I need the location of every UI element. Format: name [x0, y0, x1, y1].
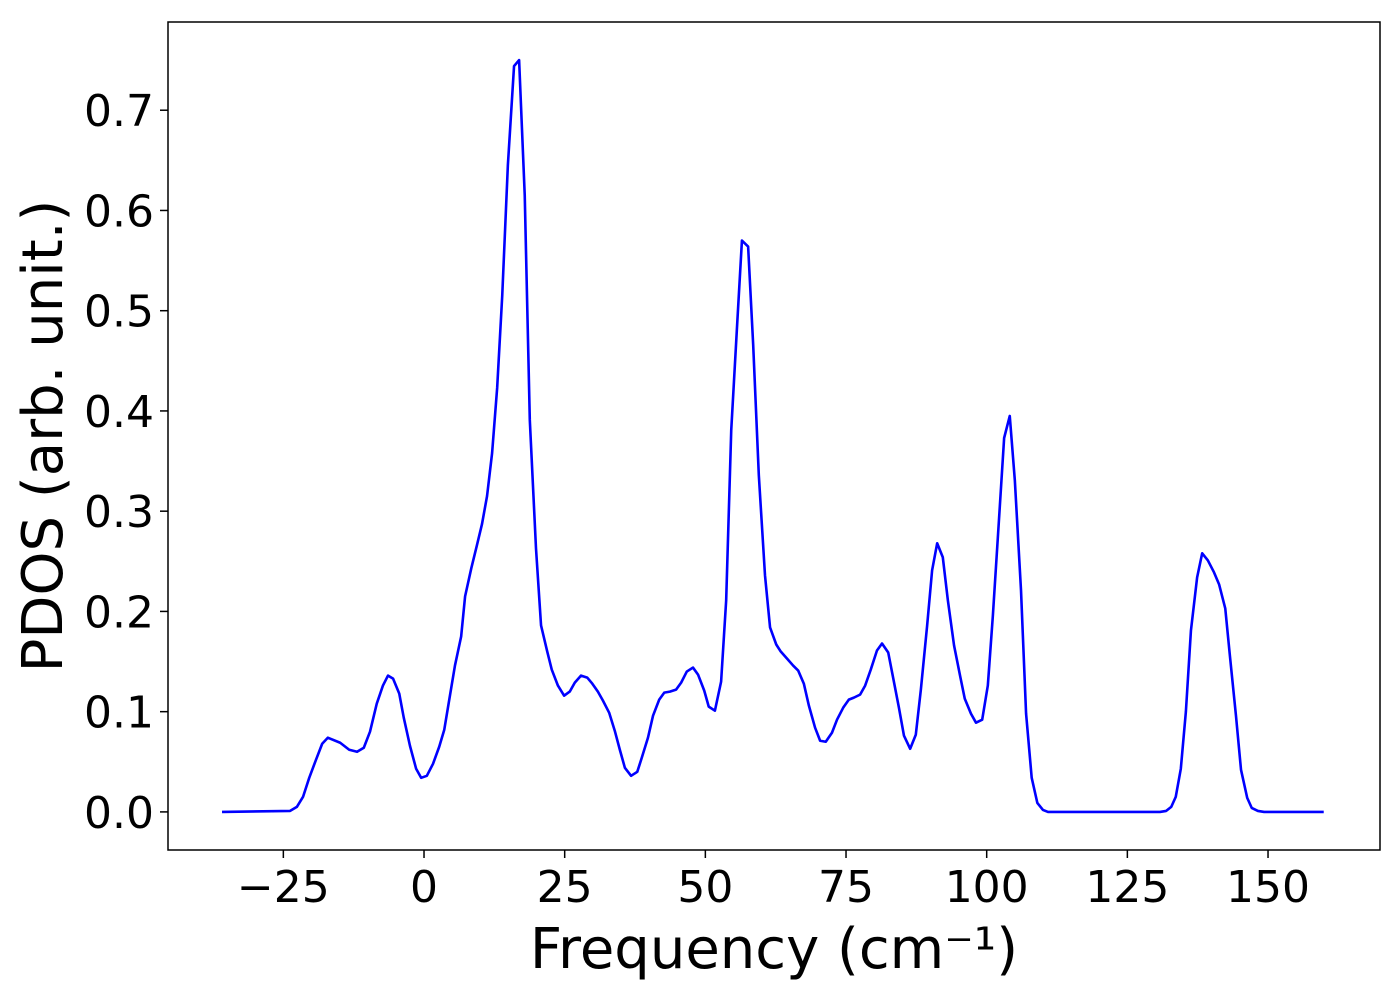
- x-tick-label: 125: [1085, 862, 1169, 913]
- y-axis-label: PDOS (arb. unit.): [11, 200, 76, 673]
- line: [222, 58, 1324, 814]
- y-tick-label: 0.3: [84, 487, 154, 538]
- y-tick-label: 0.4: [84, 387, 154, 438]
- x-tick-label: 75: [818, 862, 874, 913]
- x-tick-label: 25: [537, 862, 593, 913]
- plot-frame: [167, 21, 1381, 851]
- x-axis-label: Frequency (cm⁻¹): [530, 917, 1018, 982]
- x-tick-label: 100: [945, 862, 1029, 913]
- y-tick-label: 0.7: [84, 86, 154, 137]
- y-tick-label: 0.5: [84, 287, 154, 338]
- y-tick-label: 0.2: [84, 587, 154, 638]
- x-tick-label: 150: [1226, 862, 1310, 913]
- y-tick-label: 0.6: [84, 186, 154, 237]
- x-tick-label: 0: [410, 862, 438, 913]
- y-tick-label: 0.0: [84, 788, 154, 839]
- y-tick-label: 0.1: [84, 688, 154, 739]
- x-tick-label: 50: [677, 862, 733, 913]
- x-tick-label: −25: [237, 862, 330, 913]
